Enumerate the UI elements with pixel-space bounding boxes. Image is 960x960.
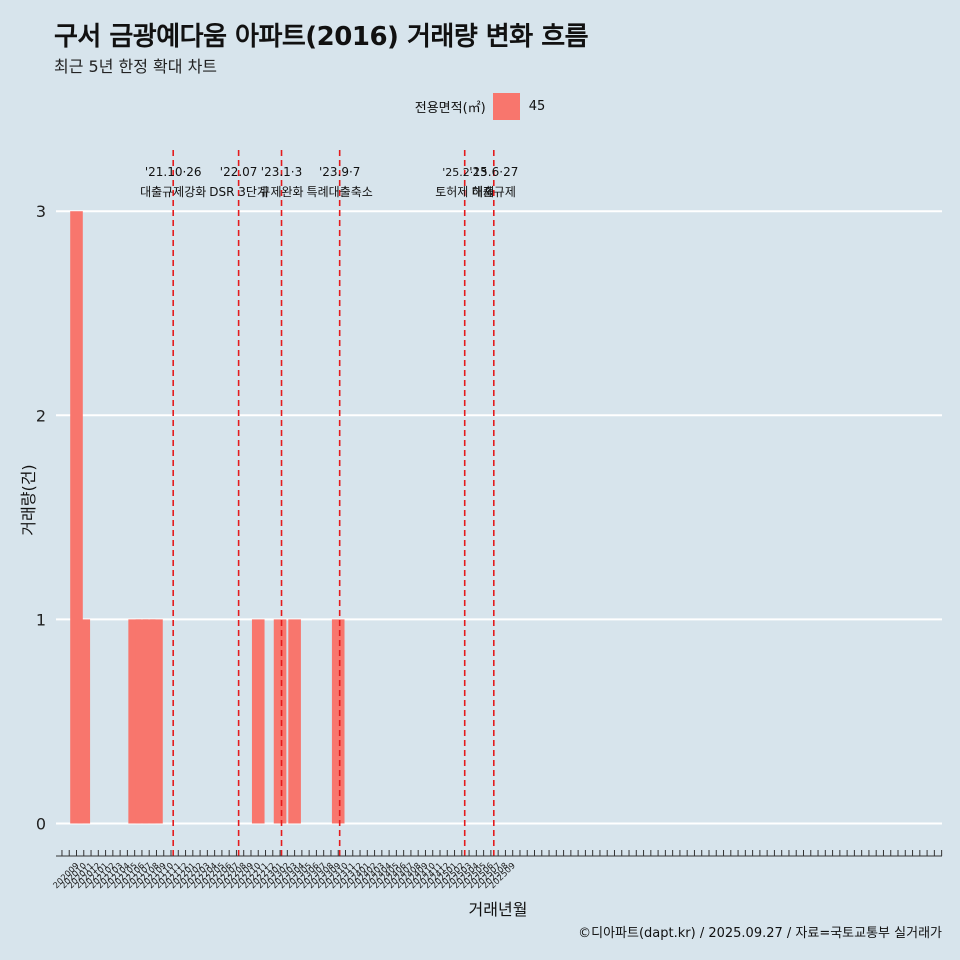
event-date: '23.9·7	[319, 165, 360, 179]
event-label: 대출규제강화	[140, 185, 206, 199]
event-date: '25.2·13	[442, 166, 487, 179]
legend: 전용면적(㎡) 45	[0, 93, 960, 120]
legend-swatch	[492, 93, 520, 120]
event-date: '23.1·3	[261, 165, 302, 179]
source-caption: ©디아파트(dapt.kr) / 2025.09.27 / 자료=국토교통부 실…	[578, 926, 942, 941]
chart-subtitle: 최근 5년 한정 확대 차트	[54, 57, 218, 76]
bar	[251, 619, 265, 824]
event-label: 대출규제	[472, 185, 516, 199]
event-date: '25.6·27	[469, 165, 518, 179]
grid-lines	[56, 210, 942, 825]
event-label: DSR 3단계	[209, 185, 268, 199]
y-tick-label: 0	[36, 814, 46, 833]
bar	[77, 619, 91, 824]
event-label: 특례대출축소	[307, 185, 373, 199]
y-axis-title: 거래량(건)	[19, 464, 38, 535]
bar	[150, 619, 163, 824]
y-tick-label: 1	[36, 610, 46, 629]
bars	[70, 211, 345, 824]
bar	[331, 619, 345, 824]
bar	[288, 619, 301, 824]
event-label: 규제완화	[259, 185, 303, 199]
x-axis-title: 거래년월	[469, 900, 528, 919]
event-label: 토허제 해제	[435, 185, 494, 199]
event-date: '21.10·26	[145, 165, 202, 179]
y-tick-label: 3	[36, 202, 46, 221]
axes: 0123202009202010202011202012202101202102…	[36, 202, 943, 891]
chart-title: 구서 금광예다움 아파트(2016) 거래량 변화 흐름	[54, 22, 589, 52]
bar	[273, 619, 287, 824]
legend-title: 전용면적(㎡)	[414, 101, 486, 116]
event-markers: '21.10·26 대출규제강화 '22.07 DSR 3단계 '23.1·3 규제완화 '…	[140, 150, 518, 856]
y-tick-label: 2	[36, 406, 46, 425]
event-date: '22.07	[220, 165, 258, 179]
legend-label: 45	[528, 99, 546, 114]
